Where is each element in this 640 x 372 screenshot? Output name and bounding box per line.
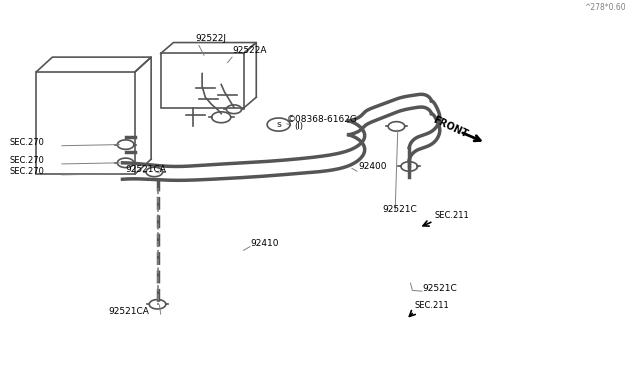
Text: SEC.270: SEC.270	[9, 167, 44, 176]
Bar	[36, 72, 135, 174]
Text: 92521C: 92521C	[422, 284, 457, 293]
Text: SEC.211: SEC.211	[435, 211, 470, 219]
Text: (I): (I)	[294, 122, 303, 131]
Text: S: S	[276, 122, 281, 128]
Text: 92521CA: 92521CA	[125, 165, 166, 174]
Text: 92522A: 92522A	[232, 46, 267, 55]
Text: SEC.270: SEC.270	[9, 138, 44, 147]
Text: 92410: 92410	[250, 239, 278, 248]
Bar	[161, 54, 244, 108]
Text: SEC.211: SEC.211	[414, 301, 449, 310]
Text: 92521C: 92521C	[383, 205, 417, 214]
Text: FRONT: FRONT	[431, 115, 470, 140]
Text: 92522J: 92522J	[196, 34, 227, 43]
Text: ©08368-6162G: ©08368-6162G	[287, 115, 358, 124]
Text: SEC.270: SEC.270	[9, 156, 44, 165]
Text: 92521CA: 92521CA	[108, 307, 149, 316]
Text: ^278*0.60: ^278*0.60	[584, 3, 626, 12]
Text: 92400: 92400	[358, 163, 387, 171]
